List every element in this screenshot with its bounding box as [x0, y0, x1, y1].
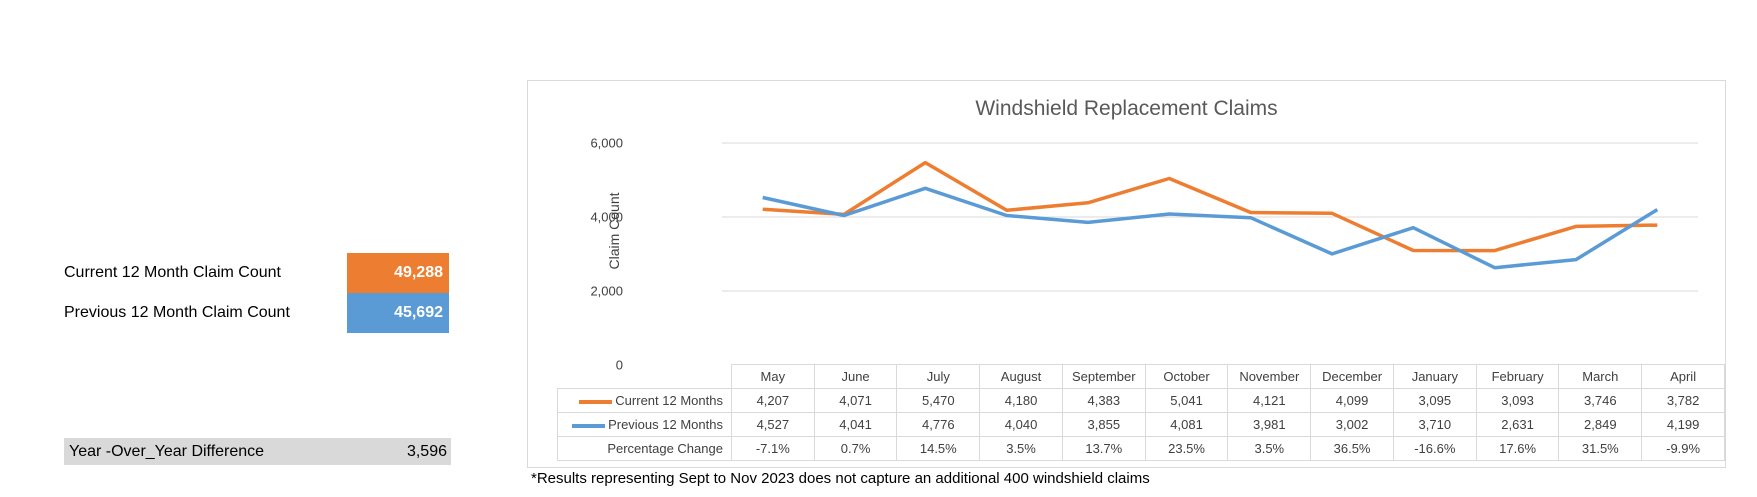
- yoy-difference-value: 3,596: [406, 442, 447, 460]
- previous-claim-count-label: Previous 12 Month Claim Count: [64, 304, 290, 321]
- table-header-cell: June: [813, 364, 898, 389]
- series-line-current: [762, 160, 1658, 253]
- table-cell: 5,041: [1144, 388, 1229, 413]
- table-cell: 3,855: [1061, 412, 1146, 437]
- plot-area: [722, 142, 1698, 292]
- table-cell: 4,199: [1641, 412, 1725, 437]
- table-header-cell: September: [1061, 364, 1146, 389]
- table-header-cell: April: [1641, 364, 1725, 389]
- legend-label-previous: Previous 12 Months: [608, 417, 723, 432]
- table-cell: 4,527: [730, 412, 815, 437]
- table-cell: 3.5%: [1227, 436, 1312, 461]
- table-cell: 3,981: [1227, 412, 1312, 437]
- table-cell: 3.5%: [979, 436, 1063, 461]
- table-header-cell: November: [1227, 364, 1312, 389]
- previous-claim-count-row: Previous 12 Month Claim Count 45,692: [64, 293, 449, 333]
- table-cell: 4,081: [1144, 412, 1229, 437]
- current-claim-count-value: 49,288: [347, 253, 449, 293]
- table-cell: 17.6%: [1475, 436, 1560, 461]
- table-header-cell: March: [1558, 364, 1643, 389]
- legend-swatch-previous: [572, 423, 606, 428]
- table-header-cell: August: [979, 364, 1063, 389]
- table-cell: 4,121: [1227, 388, 1312, 413]
- table-header-cell: May: [730, 364, 815, 389]
- footnote: *Results representing Sept to Nov 2023 d…: [531, 470, 1150, 487]
- series-line-previous: [762, 186, 1659, 270]
- table-cell: -16.6%: [1392, 436, 1477, 461]
- table-cell: 0.7%: [813, 436, 898, 461]
- table-cell: 4,383: [1061, 388, 1146, 413]
- table-cell: 4,099: [1310, 388, 1394, 413]
- table-cell: 13.7%: [1061, 436, 1146, 461]
- table-cell: 4,041: [813, 412, 898, 437]
- table-cell: 31.5%: [1558, 436, 1643, 461]
- table-header-cell: January: [1392, 364, 1477, 389]
- y-tick-label: 0: [615, 357, 623, 373]
- table-cell: 3,002: [1310, 412, 1394, 437]
- current-claim-count-label: Current 12 Month Claim Count: [64, 264, 281, 281]
- legend-current: Current 12 Months: [557, 388, 732, 413]
- table-cell: 2,631: [1475, 412, 1560, 437]
- table-cell: -7.1%: [730, 436, 815, 461]
- table-cell: 3,095: [1392, 388, 1477, 413]
- y-tick-label: 2,000: [590, 283, 623, 299]
- table-cell: 3,710: [1392, 412, 1477, 437]
- table-header-cell: February: [1475, 364, 1560, 389]
- table-cell: 3,093: [1475, 388, 1560, 413]
- table-row-percentage-change: Percentage Change -7.1% 0.7% 14.5% 3.5% …: [557, 436, 1725, 461]
- table-row-previous: Previous 12 Months 4,527 4,041 4,776 4,0…: [557, 412, 1725, 437]
- table-header-cell: December: [1310, 364, 1394, 389]
- table-cell: 2,849: [1558, 412, 1643, 437]
- table-cell: 3,782: [1641, 388, 1725, 413]
- legend-label-current: Current 12 Months: [615, 393, 723, 408]
- chart-title: Windshield Replacement Claims: [975, 97, 1278, 120]
- yoy-difference-label: Year -Over_Year Difference: [69, 442, 265, 460]
- previous-claim-count-value: 45,692: [347, 293, 449, 333]
- table-header-cell: October: [1144, 364, 1229, 389]
- table-cell: 4,207: [730, 388, 815, 413]
- legend-swatch-current: [579, 399, 613, 404]
- table-cell: 36.5%: [1310, 436, 1394, 461]
- table-cell: -9.9%: [1641, 436, 1725, 461]
- data-table: May June July August September October N…: [557, 364, 1725, 461]
- table-cell: 14.5%: [896, 436, 981, 461]
- table-corner: [558, 365, 732, 389]
- table-cell: 4,040: [979, 412, 1063, 437]
- table-cell: 4,776: [896, 412, 981, 437]
- y-tick-label: 6,000: [590, 135, 623, 151]
- y-tick-label: 4,000: [590, 209, 623, 225]
- current-claim-count-row: Current 12 Month Claim Count 49,288: [64, 253, 449, 293]
- table-row-current: Current 12 Months 4,207 4,071 5,470 4,18…: [557, 388, 1725, 413]
- table-header-row: May June July August September October N…: [558, 364, 1725, 389]
- table-header-cell: July: [896, 364, 981, 389]
- table-cell: 23.5%: [1144, 436, 1229, 461]
- yoy-difference-row: Year -Over_Year Difference 3,596: [64, 438, 451, 465]
- chart-frame: Windshield Replacement Claims Claim Coun…: [527, 80, 1726, 468]
- legend-previous: Previous 12 Months: [557, 412, 732, 437]
- table-cell: 4,071: [813, 388, 898, 413]
- percentage-change-label: Percentage Change: [557, 436, 732, 461]
- table-cell: 3,746: [1558, 388, 1643, 413]
- table-cell: 5,470: [896, 388, 981, 413]
- table-cell: 4,180: [979, 388, 1063, 413]
